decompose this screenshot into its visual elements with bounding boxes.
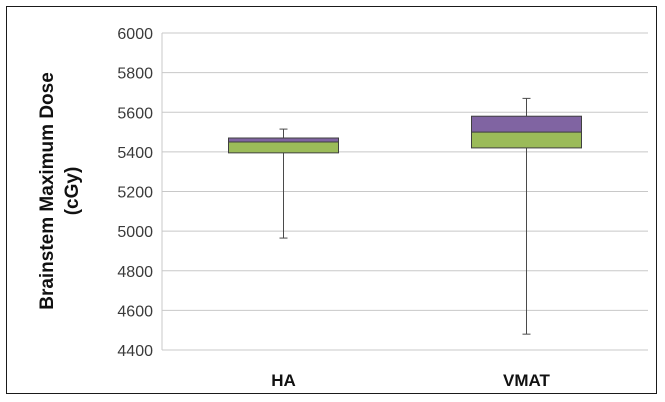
x-category-label: HA [271, 371, 296, 390]
y-tick-label: 5600 [117, 105, 153, 122]
lower-box-segment [228, 141, 339, 154]
y-tick-label: 5400 [117, 145, 153, 162]
x-category-label: VMAT [503, 371, 551, 390]
box-vmat [471, 97, 582, 335]
y-tick-label: 4400 [117, 343, 153, 360]
y-axis-ticks: 4400 4600 4800 5000 5200 5400 5600 5800 6000 [117, 26, 153, 360]
y-tick-label: 5000 [117, 224, 153, 241]
y-axis-label-line-1: Brainstem Maximum Dose [37, 72, 58, 310]
upper-box-segment [471, 115, 582, 133]
y-tick-label: 5200 [117, 185, 153, 202]
y-tick-label: 6000 [117, 26, 153, 43]
gridlines [161, 32, 648, 351]
box-series [228, 97, 582, 335]
y-tick-label: 4800 [117, 264, 153, 281]
y-tick-label: 4600 [117, 303, 153, 320]
y-axis-label-line-2: (cGy) [62, 167, 83, 216]
box-ha [228, 128, 339, 239]
x-axis-categories: HA VMAT [271, 371, 550, 390]
y-tick-label: 5800 [117, 66, 153, 83]
chart-frame [6, 6, 657, 394]
upper-box-segment [228, 137, 339, 143]
lower-box-segment [471, 131, 582, 149]
